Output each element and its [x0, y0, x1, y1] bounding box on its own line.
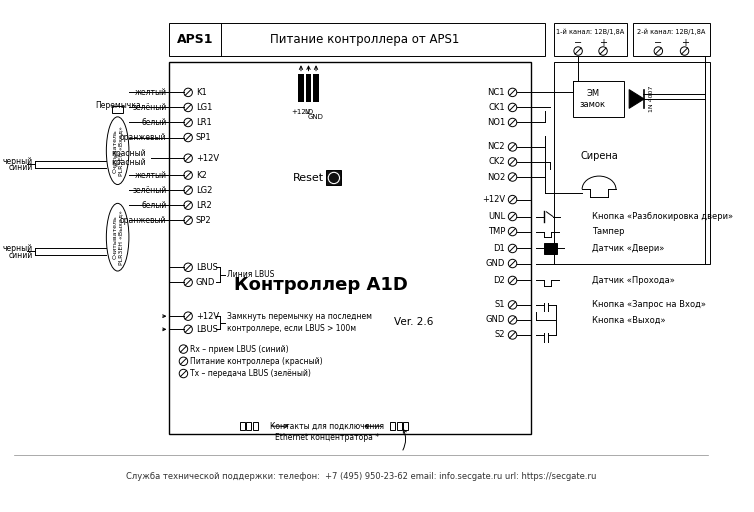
Text: NO2: NO2: [487, 173, 505, 182]
Text: белый: белый: [141, 201, 167, 210]
Text: Кнопка «Запрос на Вход»: Кнопка «Запрос на Вход»: [593, 301, 706, 309]
Text: NC2: NC2: [488, 142, 505, 152]
Text: TMP: TMP: [488, 227, 505, 236]
Text: зелёный: зелёный: [132, 103, 167, 112]
Text: LR1: LR1: [196, 118, 211, 127]
Text: 1-й канал: 12В/1,8А: 1-й канал: 12В/1,8А: [556, 29, 625, 35]
Bar: [554, 23, 627, 56]
Text: LD: LD: [304, 110, 313, 115]
Text: NO1: NO1: [487, 118, 505, 127]
Text: UNL: UNL: [488, 212, 505, 221]
Text: Контакты для подключения
Ethernet концентратора *: Контакты для подключения Ethernet концен…: [270, 421, 385, 441]
Text: S2: S2: [495, 330, 505, 339]
Text: черный: черный: [3, 157, 33, 165]
Text: Служба технической поддержки: телефон:  +7 (495) 950-23-62 email: info.secgate.r: Служба технической поддержки: телефон: +…: [126, 472, 596, 481]
Text: APS1: APS1: [177, 33, 214, 46]
Text: LBUS: LBUS: [196, 263, 218, 272]
Bar: [573, 81, 624, 117]
Text: K2: K2: [196, 170, 207, 180]
Text: Считыватель
PLR3EH «Вход»: Считыватель PLR3EH «Вход»: [112, 126, 123, 176]
Text: D1: D1: [493, 244, 505, 253]
Text: GND: GND: [486, 259, 505, 268]
Text: GND: GND: [196, 278, 215, 287]
Text: Кнопка «Разблокировка двери»: Кнопка «Разблокировка двери»: [593, 212, 734, 221]
Text: +12V: +12V: [196, 312, 219, 321]
Text: Датчик «Прохода»: Датчик «Прохода»: [593, 276, 676, 285]
Text: LBUS: LBUS: [196, 325, 218, 334]
Text: −: −: [654, 37, 663, 48]
Bar: [403, 422, 408, 430]
Text: желтый: желтый: [134, 170, 167, 180]
Text: Контроллер А1D: Контроллер А1D: [234, 276, 409, 294]
Bar: [240, 422, 244, 430]
Text: D2: D2: [493, 276, 505, 285]
Text: Питание контроллера (красный): Питание контроллера (красный): [190, 357, 323, 366]
Bar: [247, 422, 251, 430]
Text: +: +: [681, 37, 688, 48]
Text: Тампер: Тампер: [593, 227, 625, 236]
Text: зелёный: зелёный: [132, 186, 167, 195]
Bar: [298, 74, 304, 102]
Text: +12V: +12V: [482, 195, 505, 204]
Text: оранжевый: оранжевый: [120, 133, 167, 142]
Text: Rx – прием LBUS (синий): Rx – прием LBUS (синий): [190, 345, 289, 354]
Text: Ver. 2.6: Ver. 2.6: [394, 317, 433, 327]
Text: Замкнуть перемычку на последнем
контроллере, если LBUS > 100м: Замкнуть перемычку на последнем контролл…: [227, 312, 372, 333]
Text: Кнопка «Выход»: Кнопка «Выход»: [593, 315, 666, 325]
Text: желтый: желтый: [134, 88, 167, 97]
Bar: [253, 422, 258, 430]
Text: синий: синий: [9, 250, 33, 260]
Bar: [554, 62, 710, 265]
Text: ЭМ
замок: ЭМ замок: [580, 89, 606, 109]
Text: +: +: [599, 37, 607, 48]
Text: −: −: [574, 37, 582, 48]
Text: S1: S1: [495, 301, 505, 309]
Text: +12V: +12V: [291, 110, 311, 115]
Bar: [112, 105, 123, 113]
Text: Reset: Reset: [293, 173, 324, 183]
Polygon shape: [629, 90, 644, 109]
Text: CK1: CK1: [489, 103, 505, 112]
Bar: [397, 422, 402, 430]
Text: Линия LBUS: Линия LBUS: [227, 270, 274, 280]
Text: CK2: CK2: [489, 158, 505, 166]
Text: K1: K1: [196, 88, 207, 97]
Bar: [313, 74, 319, 102]
Text: Питание контроллера от APS1: Питание контроллера от APS1: [270, 33, 459, 46]
Text: Сирена: Сирена: [580, 152, 618, 161]
Text: Tx – передача LBUS (зелёный): Tx – передача LBUS (зелёный): [190, 369, 311, 378]
Bar: [170, 62, 532, 434]
Text: LG1: LG1: [196, 103, 212, 112]
Text: +12V: +12V: [196, 154, 219, 163]
Bar: [170, 23, 545, 56]
Text: красный: красный: [111, 158, 146, 167]
Bar: [633, 23, 710, 56]
Text: LR2: LR2: [196, 201, 211, 210]
Bar: [326, 170, 342, 185]
Bar: [305, 74, 311, 102]
Text: 1N 4007: 1N 4007: [649, 86, 654, 112]
Text: белый: белый: [141, 118, 167, 127]
Bar: [544, 243, 556, 254]
Text: 2-й канал: 12В/1,8А: 2-й канал: 12В/1,8А: [637, 29, 706, 35]
Text: SP1: SP1: [196, 133, 211, 142]
Text: NC1: NC1: [488, 88, 505, 97]
Text: красный: красный: [111, 149, 146, 158]
Bar: [391, 422, 395, 430]
Text: LG2: LG2: [196, 186, 212, 195]
Text: Датчик «Двери»: Датчик «Двери»: [593, 244, 665, 253]
Text: GND: GND: [308, 114, 324, 120]
Text: SP2: SP2: [196, 216, 211, 225]
Text: Считыватель
PLR3EH «Выход»: Считыватель PLR3EH «Выход»: [112, 210, 123, 265]
Text: GND: GND: [486, 315, 505, 325]
Text: синий: синий: [9, 163, 33, 172]
Text: Перемычка: Перемычка: [95, 101, 140, 110]
Text: оранжевый: оранжевый: [120, 216, 167, 225]
Text: черный: черный: [3, 244, 33, 253]
